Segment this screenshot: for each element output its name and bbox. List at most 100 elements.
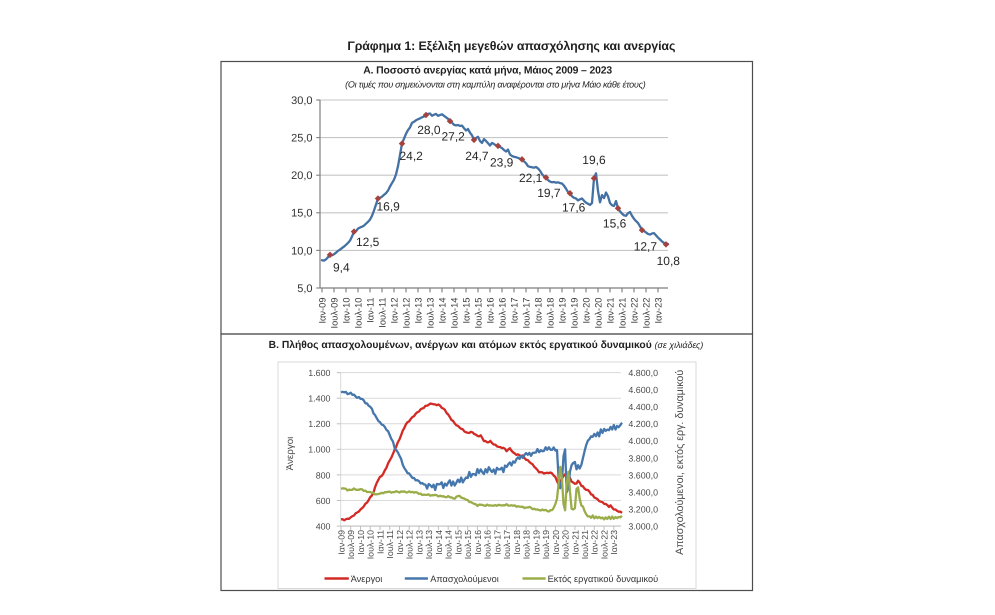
svg-text:Ιαν-19: Ιαν-19 bbox=[557, 298, 567, 324]
svg-text:19,7: 19,7 bbox=[537, 186, 561, 200]
svg-text:Ιουλ-09: Ιουλ-09 bbox=[346, 530, 356, 559]
svg-text:4.000,0: 4.000,0 bbox=[628, 436, 658, 446]
svg-text:Ιαν-15: Ιαν-15 bbox=[453, 530, 463, 555]
svg-text:Ιαν-12: Ιαν-12 bbox=[395, 530, 405, 555]
svg-text:19,6: 19,6 bbox=[582, 153, 606, 167]
svg-text:Ιουλ-15: Ιουλ-15 bbox=[473, 298, 483, 329]
svg-text:24,7: 24,7 bbox=[465, 149, 489, 163]
svg-text:Ιουλ-12: Ιουλ-12 bbox=[405, 530, 415, 559]
svg-text:Ιουλ-10: Ιουλ-10 bbox=[353, 298, 363, 329]
svg-text:Ιουλ-16: Ιουλ-16 bbox=[483, 530, 493, 559]
svg-text:3.000,0: 3.000,0 bbox=[628, 522, 658, 532]
svg-text:Ιουλ-15: Ιουλ-15 bbox=[463, 530, 473, 559]
svg-text:Ιαν-09: Ιαν-09 bbox=[317, 298, 327, 324]
svg-text:400: 400 bbox=[316, 522, 331, 532]
svg-text:Άνεργοι: Άνεργοι bbox=[285, 437, 296, 471]
svg-text:15,6: 15,6 bbox=[603, 216, 627, 230]
svg-text:Ιουλ-21: Ιουλ-21 bbox=[617, 298, 627, 329]
svg-text:Ιαν-09: Ιαν-09 bbox=[336, 530, 346, 555]
svg-text:Ιαν-13: Ιαν-13 bbox=[414, 530, 424, 555]
svg-text:Ιουλ-14: Ιουλ-14 bbox=[449, 298, 459, 329]
svg-text:27,2: 27,2 bbox=[442, 129, 466, 143]
svg-text:Ιουλ-22: Ιουλ-22 bbox=[641, 298, 651, 329]
svg-text:Ιαν-10: Ιαν-10 bbox=[341, 298, 351, 324]
svg-text:25,0: 25,0 bbox=[291, 133, 312, 145]
svg-text:16,9: 16,9 bbox=[377, 200, 401, 214]
svg-text:Ιαν-18: Ιαν-18 bbox=[533, 298, 543, 324]
svg-text:Ιουλ-10: Ιουλ-10 bbox=[366, 530, 376, 559]
svg-text:Ιαν-23: Ιαν-23 bbox=[609, 530, 619, 555]
svg-text:20,0: 20,0 bbox=[291, 170, 312, 182]
svg-text:9,4: 9,4 bbox=[333, 261, 350, 275]
svg-text:Ιουλ-18: Ιουλ-18 bbox=[545, 298, 555, 329]
svg-text:Ιουλ-20: Ιουλ-20 bbox=[593, 298, 603, 329]
svg-text:23,9: 23,9 bbox=[490, 156, 514, 170]
svg-text:Ιαν-19: Ιαν-19 bbox=[531, 530, 541, 555]
svg-text:Απασχολούμενοι: Απασχολούμενοι bbox=[430, 574, 499, 584]
svg-text:Ιαν-13: Ιαν-13 bbox=[413, 298, 423, 324]
svg-text:Ιουλ-19: Ιουλ-19 bbox=[569, 298, 579, 329]
svg-text:Ιουλ-21: Ιουλ-21 bbox=[580, 530, 590, 559]
svg-text:Απασχολούμενοι, εκτός εργ. δυν: Απασχολούμενοι, εκτός εργ. δυναμικού bbox=[674, 370, 686, 555]
svg-text:Ιαν-14: Ιαν-14 bbox=[437, 298, 447, 324]
svg-text:3.800,0: 3.800,0 bbox=[628, 453, 658, 463]
svg-text:Ιαν-21: Ιαν-21 bbox=[605, 298, 615, 324]
svg-text:Ιουλ-11: Ιουλ-11 bbox=[377, 298, 387, 328]
svg-text:12,5: 12,5 bbox=[356, 235, 380, 249]
svg-text:Ιαν-21: Ιαν-21 bbox=[570, 530, 580, 555]
svg-text:Ιαν-22: Ιαν-22 bbox=[590, 530, 600, 555]
svg-text:Ιαν-15: Ιαν-15 bbox=[461, 298, 471, 324]
svg-text:24,2: 24,2 bbox=[400, 149, 424, 163]
svg-text:Ιουλ-22: Ιουλ-22 bbox=[600, 530, 610, 559]
svg-text:Ιαν-17: Ιαν-17 bbox=[492, 530, 502, 555]
svg-text:Ιουλ-16: Ιουλ-16 bbox=[497, 298, 507, 329]
svg-text:4.800,0: 4.800,0 bbox=[628, 368, 658, 378]
svg-text:22,1: 22,1 bbox=[519, 171, 543, 185]
svg-text:Ιουλ-13: Ιουλ-13 bbox=[424, 530, 434, 559]
svg-text:Ιαν-11: Ιαν-11 bbox=[375, 530, 385, 554]
svg-text:Ιαν-23: Ιαν-23 bbox=[653, 298, 663, 324]
svg-text:Ιουλ-14: Ιουλ-14 bbox=[444, 530, 454, 559]
svg-text:Α. Ποσοστό ανεργίας κατά μήνα,: Α. Ποσοστό ανεργίας κατά μήνα, Μάιος 200… bbox=[363, 65, 612, 76]
svg-text:Ιαν-12: Ιαν-12 bbox=[389, 298, 399, 324]
svg-text:4.200,0: 4.200,0 bbox=[628, 419, 658, 429]
svg-text:Ιαν-18: Ιαν-18 bbox=[512, 530, 522, 555]
svg-text:Ιαν-14: Ιαν-14 bbox=[434, 530, 444, 555]
svg-text:10,8: 10,8 bbox=[657, 254, 681, 268]
svg-text:Ιαν-20: Ιαν-20 bbox=[551, 530, 561, 555]
svg-text:Ιαν-17: Ιαν-17 bbox=[509, 298, 519, 324]
svg-text:Ιουλ-09: Ιουλ-09 bbox=[329, 298, 339, 329]
svg-text:Ιουλ-19: Ιουλ-19 bbox=[541, 530, 551, 559]
svg-text:1.200: 1.200 bbox=[308, 419, 330, 429]
svg-text:4.400,0: 4.400,0 bbox=[628, 402, 658, 412]
svg-text:800: 800 bbox=[316, 470, 331, 480]
svg-text:Ιουλ-11: Ιουλ-11 bbox=[385, 530, 395, 559]
svg-text:Γράφημα 1: Εξέλιξη μεγεθών απα: Γράφημα 1: Εξέλιξη μεγεθών απασχόλησης κ… bbox=[347, 39, 675, 53]
svg-text:Ιαν-22: Ιαν-22 bbox=[629, 298, 639, 324]
svg-text:Ιαν-16: Ιαν-16 bbox=[473, 530, 483, 555]
svg-text:28,0: 28,0 bbox=[417, 123, 441, 137]
svg-text:Ιαν-11: Ιαν-11 bbox=[365, 298, 375, 323]
svg-text:600: 600 bbox=[316, 496, 331, 506]
svg-text:Ιαν-16: Ιαν-16 bbox=[485, 298, 495, 324]
svg-text:15,0: 15,0 bbox=[291, 208, 312, 220]
svg-text:10,0: 10,0 bbox=[291, 245, 312, 257]
svg-text:(Οι τιμές που σημειώνονται στη: (Οι τιμές που σημειώνονται στη καμπύλη α… bbox=[345, 79, 646, 89]
svg-text:Άνεργοι: Άνεργοι bbox=[351, 574, 383, 584]
svg-text:5,0: 5,0 bbox=[297, 283, 312, 295]
svg-text:3.200,0: 3.200,0 bbox=[628, 504, 658, 514]
svg-text:Εκτός εργατικού δυναμικού: Εκτός εργατικού δυναμικού bbox=[548, 574, 659, 584]
svg-text:17,6: 17,6 bbox=[562, 200, 586, 214]
svg-text:Ιουλ-18: Ιουλ-18 bbox=[522, 530, 532, 559]
svg-text:1.400: 1.400 bbox=[308, 394, 330, 404]
svg-text:Ιουλ-13: Ιουλ-13 bbox=[425, 298, 435, 329]
svg-text:3.600,0: 3.600,0 bbox=[628, 470, 658, 480]
svg-text:30,0: 30,0 bbox=[291, 95, 312, 107]
svg-text:Ιαν-20: Ιαν-20 bbox=[581, 298, 591, 324]
svg-text:12,7: 12,7 bbox=[634, 239, 658, 253]
svg-text:Β. Πλήθος απασχολουμένων, ανέρ: Β. Πλήθος απασχολουμένων, ανέργων και ατ… bbox=[269, 340, 704, 351]
svg-text:Ιουλ-12: Ιουλ-12 bbox=[401, 298, 411, 329]
svg-text:3.400,0: 3.400,0 bbox=[628, 487, 658, 497]
svg-text:4.600,0: 4.600,0 bbox=[628, 385, 658, 395]
svg-text:Ιουλ-17: Ιουλ-17 bbox=[521, 298, 531, 329]
